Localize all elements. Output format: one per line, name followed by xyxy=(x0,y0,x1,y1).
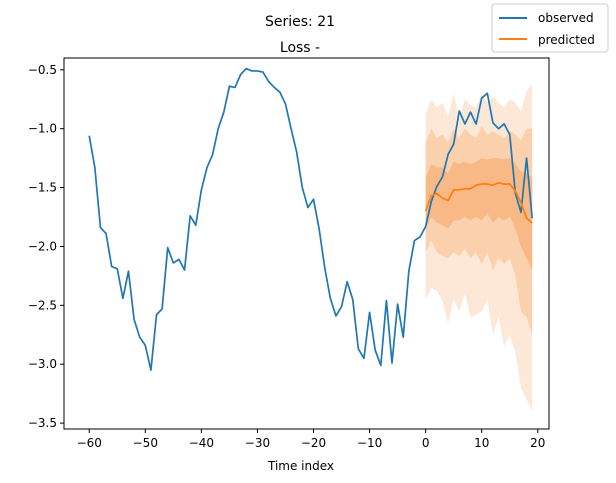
legend: observed predicted xyxy=(491,3,609,53)
series-line-predicted xyxy=(424,181,533,224)
legend-predicted-label: predicted xyxy=(538,33,595,47)
y-tick-label: −3.0 xyxy=(28,357,57,371)
y-tick-label: −1.0 xyxy=(28,122,57,136)
y-tick-label: −3.5 xyxy=(28,416,57,430)
prediction-intervals xyxy=(425,83,533,412)
x-tick-label: 20 xyxy=(530,436,545,450)
x-tick-label: −50 xyxy=(133,436,158,450)
legend-observed-label: observed xyxy=(538,11,594,25)
y-tick-label: −2.5 xyxy=(28,298,57,312)
plot-area-frame xyxy=(63,57,550,430)
x-tick-label: 10 xyxy=(474,436,489,450)
series-lines xyxy=(88,67,534,371)
band-inner xyxy=(425,158,533,270)
chart-title: Series: 21 xyxy=(265,14,335,30)
y-tick-label: −0.5 xyxy=(28,63,57,77)
y-tick-label: −2.0 xyxy=(28,239,57,253)
series-line-observed xyxy=(88,67,534,371)
x-axis-label: Time index xyxy=(267,459,334,473)
x-tick-label: −20 xyxy=(301,436,326,450)
y-tick-label: −1.5 xyxy=(28,181,57,195)
chart-subtitle: Loss - xyxy=(280,40,320,56)
x-tick-label: −60 xyxy=(77,436,102,450)
x-axis-ticks: −60 −50 −40 −30 −20 −10 0 10 20 xyxy=(77,429,545,450)
x-tick-label: −40 xyxy=(189,436,214,450)
x-tick-label: −30 xyxy=(245,436,270,450)
x-tick-label: −10 xyxy=(357,436,382,450)
x-tick-label: 0 xyxy=(422,436,430,450)
y-axis-ticks: −3.5 −3.0 −2.5 −2.0 −1.5 −1.0 −0.5 xyxy=(28,63,64,430)
